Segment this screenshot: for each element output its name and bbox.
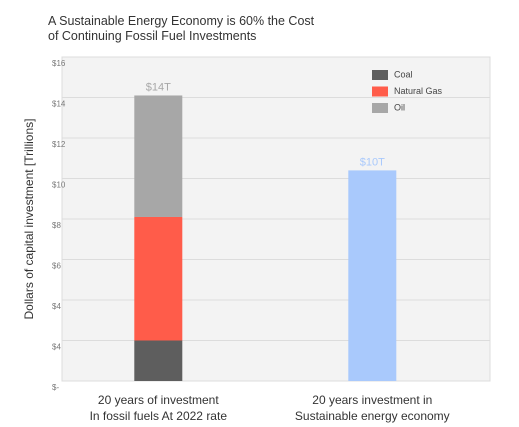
y-tick-label: $12 (52, 140, 66, 149)
bar-segment (348, 170, 397, 381)
chart-title: A Sustainable Energy Economy is 60% the … (48, 14, 315, 43)
y-tick-label: $6 (52, 262, 61, 271)
y-tick-label: $4 (52, 343, 61, 352)
total-label: $10T (360, 156, 385, 168)
y-tick-label: $14 (52, 100, 66, 109)
y-tick-label: $10 (52, 181, 66, 190)
bar-segment (134, 340, 183, 381)
x-tick-label: 20 years investment in Sustainable energ… (294, 393, 450, 423)
bar-segment (134, 216, 183, 341)
y-axis-label: Dollars of capital investment [Trillions… (22, 119, 36, 320)
y-tick-label: $- (52, 383, 59, 392)
legend-label: Coal (394, 69, 413, 79)
legend-swatch (372, 103, 388, 113)
y-tick-label: $16 (52, 59, 66, 68)
legend-label: Natural Gas (394, 86, 443, 96)
bar-segment (134, 95, 183, 217)
legend-swatch (372, 70, 388, 80)
y-tick-label: $4 (52, 302, 61, 311)
legend-label: Oil (394, 102, 405, 112)
total-label: $14T (146, 81, 171, 93)
y-tick-label: $8 (52, 221, 61, 230)
x-tick-label: 20 years of investment In fossil fuels A… (89, 393, 227, 423)
legend-swatch (372, 86, 388, 97)
